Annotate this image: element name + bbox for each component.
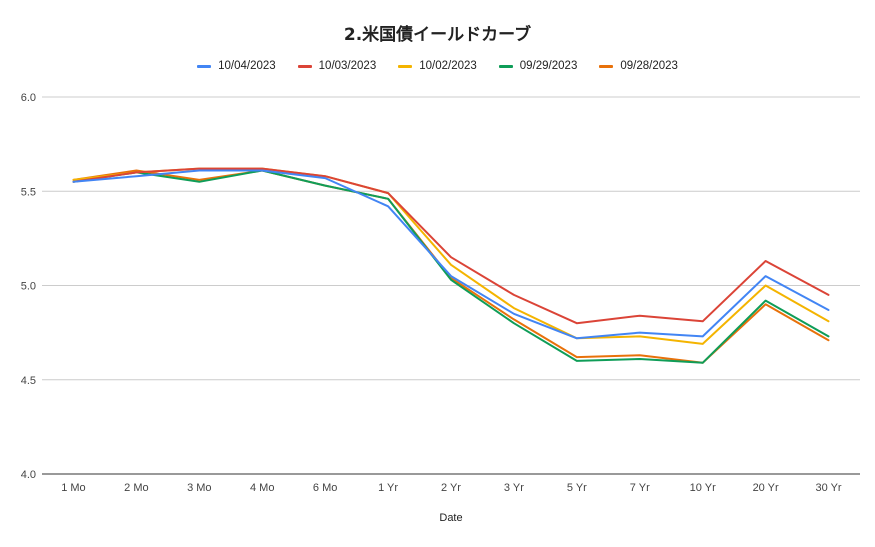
legend-item: 10/04/2023	[197, 60, 276, 72]
legend-item: 09/28/2023	[599, 60, 678, 72]
x-tick-label: 5 Yr	[567, 482, 587, 494]
x-tick-label: 3 Yr	[504, 482, 524, 494]
chart-legend: 10/04/2023 10/03/2023 10/02/2023 09/29/2023…	[0, 60, 875, 72]
y-tick-label: 4.0	[21, 469, 36, 481]
x-tick-label: 10 Yr	[690, 482, 716, 494]
legend-item: 10/03/2023	[297, 60, 377, 72]
y-tick-label: 4.5	[21, 375, 36, 387]
x-tick-label: 30 Yr	[815, 482, 841, 494]
legend-swatch	[599, 64, 614, 68]
legend-label: 09/28/2023	[620, 60, 678, 72]
legend-swatch	[398, 64, 413, 68]
y-tick-label: 5.0	[21, 281, 36, 293]
legend-label: 10/04/2023	[218, 60, 276, 72]
series-line-10-03-2023	[72, 167, 830, 325]
x-tick-label: 1 Mo	[61, 482, 85, 494]
chart-title: 2.米国債イールドカーブ	[343, 25, 532, 45]
x-tick-label: 20 Yr	[753, 482, 779, 494]
legend-label: 09/29/2023	[519, 60, 578, 72]
legend-item: 09/29/2023	[498, 60, 578, 72]
y-tick-label: 6.0	[21, 92, 36, 104]
legend-label: 10/03/2023	[318, 60, 377, 72]
series-line-09-28-2023	[72, 169, 830, 364]
y-tick-label: 5.5	[21, 186, 36, 198]
legend-label: 10/02/2023	[419, 60, 477, 72]
x-tick-label: 4 Mo	[250, 482, 274, 494]
legend-item: 10/02/2023	[398, 60, 477, 72]
x-tick-label: 1 Yr	[378, 482, 398, 494]
legend-swatch	[197, 64, 212, 68]
legend-swatch	[297, 64, 312, 68]
x-tick-label: 2 Yr	[441, 482, 461, 494]
x-tick-label: 7 Yr	[630, 482, 650, 494]
legend-swatch	[498, 64, 513, 68]
x-tick-label: 2 Mo	[124, 482, 148, 494]
series-line-09-29-2023	[72, 169, 830, 364]
x-axis-title: Date	[439, 512, 462, 524]
x-tick-label: 6 Mo	[313, 482, 337, 494]
series-line-10-04-2023	[72, 169, 830, 340]
x-tick-label: 3 Mo	[187, 482, 211, 494]
